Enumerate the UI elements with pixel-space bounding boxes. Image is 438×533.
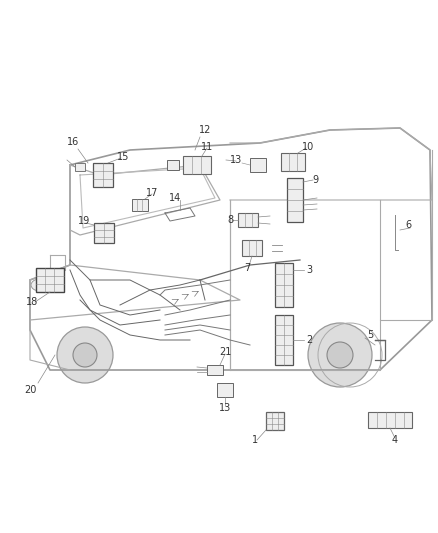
Text: 7: 7	[244, 263, 250, 273]
Bar	[217, 383, 233, 397]
Text: 9: 9	[312, 175, 318, 185]
Bar	[167, 160, 179, 170]
Text: 17: 17	[146, 188, 158, 198]
Text: 18: 18	[26, 297, 38, 307]
Bar	[183, 156, 211, 174]
Text: 10: 10	[302, 142, 314, 152]
Text: 13: 13	[230, 155, 242, 165]
Text: 3: 3	[306, 265, 312, 275]
Bar	[287, 178, 303, 222]
Text: 4: 4	[392, 435, 398, 445]
Text: 16: 16	[67, 137, 79, 147]
Circle shape	[308, 323, 372, 387]
Bar	[93, 163, 113, 187]
Text: 14: 14	[169, 193, 181, 203]
Text: 21: 21	[219, 347, 231, 357]
Bar	[368, 412, 412, 428]
Text: 12: 12	[199, 125, 211, 135]
Text: 13: 13	[219, 403, 231, 413]
Bar	[207, 365, 223, 375]
Bar	[281, 153, 305, 171]
Bar	[275, 315, 293, 365]
Text: 19: 19	[78, 216, 90, 226]
Text: 2: 2	[306, 335, 312, 345]
Text: 20: 20	[24, 385, 36, 395]
Circle shape	[327, 342, 353, 368]
Bar	[238, 213, 258, 227]
Text: 5: 5	[367, 330, 373, 340]
Text: 15: 15	[117, 152, 129, 162]
Bar	[36, 268, 64, 292]
Bar	[250, 158, 266, 172]
Text: 11: 11	[201, 142, 213, 152]
Circle shape	[73, 343, 97, 367]
Ellipse shape	[31, 279, 49, 291]
Bar	[242, 240, 262, 256]
Bar	[132, 199, 148, 211]
Bar	[94, 223, 114, 243]
Bar	[275, 263, 293, 307]
Text: 1: 1	[252, 435, 258, 445]
Bar	[266, 412, 284, 430]
Text: 8: 8	[227, 215, 233, 225]
Bar	[75, 163, 85, 171]
Circle shape	[57, 327, 113, 383]
Text: 6: 6	[405, 220, 411, 230]
